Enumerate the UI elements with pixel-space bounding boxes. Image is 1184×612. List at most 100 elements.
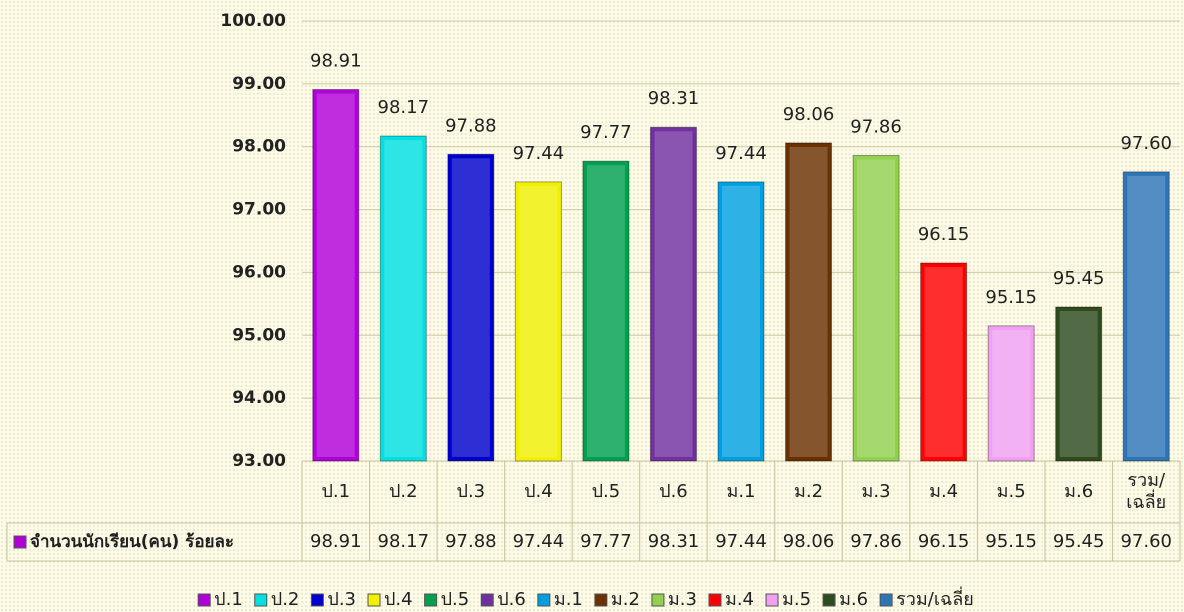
table-key bbox=[13, 535, 27, 549]
legend-swatch bbox=[765, 593, 779, 607]
bar bbox=[852, 155, 900, 462]
x-tick-label: ป.6 bbox=[659, 481, 688, 502]
table-series-name: จำนวนนักเรียน(คน) ร้อยละ bbox=[30, 531, 234, 552]
legend-label: ป.3 bbox=[327, 589, 356, 610]
x-tick-label: ป.2 bbox=[389, 481, 418, 502]
table-value: 97.60 bbox=[1120, 531, 1172, 552]
table-value: 97.86 bbox=[850, 531, 902, 552]
legend-label: รวม/เฉลี่ย bbox=[896, 586, 974, 610]
bar bbox=[379, 135, 427, 462]
bar-shine bbox=[722, 185, 760, 457]
legend-label: ป.6 bbox=[497, 589, 526, 610]
data-label: 97.77 bbox=[580, 122, 632, 143]
bar bbox=[649, 126, 697, 462]
table-value: 98.31 bbox=[648, 531, 700, 552]
table-value: 97.88 bbox=[445, 531, 497, 552]
table-value: 96.15 bbox=[918, 531, 970, 552]
bar bbox=[447, 153, 495, 462]
legend-label: ม.3 bbox=[668, 589, 697, 610]
legend-swatch bbox=[254, 593, 268, 607]
data-label: 95.15 bbox=[985, 287, 1037, 308]
bar-shine bbox=[857, 159, 896, 457]
bar-shine bbox=[654, 131, 693, 457]
data-label: 97.88 bbox=[445, 115, 497, 136]
legend-label: ป.2 bbox=[271, 589, 300, 610]
legend-swatch bbox=[367, 593, 381, 607]
legend-swatch bbox=[197, 593, 211, 607]
x-tick-label: ม.2 bbox=[794, 481, 823, 502]
bar-shine bbox=[316, 93, 355, 457]
legend-label: ป.4 bbox=[384, 589, 413, 610]
x-tick-label: ม.4 bbox=[929, 481, 958, 502]
y-tick-label: 99.00 bbox=[232, 74, 286, 94]
legend-swatch bbox=[310, 593, 324, 607]
bar-shine bbox=[1127, 175, 1166, 457]
bar bbox=[987, 325, 1035, 462]
y-tick-label: 98.00 bbox=[232, 137, 286, 157]
bar bbox=[785, 142, 833, 462]
bar-shine bbox=[789, 146, 828, 457]
x-tick-label: ม.1 bbox=[726, 481, 755, 502]
data-label: 95.45 bbox=[1053, 268, 1105, 289]
data-label: 98.17 bbox=[378, 97, 430, 118]
data-label: 98.91 bbox=[310, 51, 362, 72]
y-tick-label: 94.00 bbox=[232, 388, 286, 408]
bar-shine bbox=[384, 140, 423, 457]
legend-label: ม.4 bbox=[725, 589, 754, 610]
legend-swatch bbox=[424, 593, 438, 607]
legend-swatch bbox=[879, 593, 893, 607]
bar bbox=[1122, 171, 1170, 462]
data-label: 96.15 bbox=[918, 224, 970, 245]
table-value: 97.77 bbox=[580, 531, 632, 552]
legend-label: ม.1 bbox=[554, 589, 583, 610]
x-tick-label: ม.6 bbox=[1064, 481, 1093, 502]
data-label: 98.06 bbox=[783, 104, 835, 125]
legend-label: ม.6 bbox=[839, 589, 868, 610]
bar bbox=[1055, 306, 1103, 462]
bar-shine bbox=[924, 267, 963, 457]
bar-shine bbox=[1059, 311, 1098, 457]
data-label: 97.86 bbox=[850, 117, 902, 138]
x-tick-label: ม.5 bbox=[997, 481, 1026, 502]
bar bbox=[920, 262, 968, 462]
legend-label: ม.5 bbox=[782, 589, 811, 610]
table-value: 95.45 bbox=[1053, 531, 1105, 552]
table-value: 95.15 bbox=[985, 531, 1037, 552]
data-label: 98.31 bbox=[648, 88, 700, 109]
x-tick-label: รวม/เฉลี่ย bbox=[1126, 470, 1166, 513]
legend-label: ม.2 bbox=[611, 589, 640, 610]
table-value: 97.44 bbox=[715, 531, 767, 552]
table-value: 98.06 bbox=[783, 531, 835, 552]
legend-swatch bbox=[651, 593, 665, 607]
legend-swatch bbox=[822, 593, 836, 607]
x-tick-label: ป.4 bbox=[524, 481, 553, 502]
y-tick-label: 93.00 bbox=[232, 451, 286, 471]
legend-swatch bbox=[537, 593, 551, 607]
bar-shine bbox=[519, 185, 558, 457]
legend-swatch bbox=[480, 593, 494, 607]
x-tick-label: ป.5 bbox=[592, 481, 621, 502]
bar bbox=[312, 89, 360, 462]
y-tick-label: 97.00 bbox=[232, 200, 286, 220]
y-tick-label: 100.00 bbox=[220, 11, 286, 31]
bar-shine bbox=[586, 165, 625, 457]
y-tick-label: 96.00 bbox=[232, 262, 286, 282]
bar bbox=[582, 160, 630, 462]
x-tick-label: ป.3 bbox=[457, 481, 486, 502]
bar bbox=[514, 181, 562, 462]
table-value: 97.44 bbox=[513, 531, 565, 552]
data-label: 97.44 bbox=[513, 143, 565, 164]
x-tick-label: ม.3 bbox=[862, 481, 891, 502]
data-label: 97.60 bbox=[1120, 133, 1172, 154]
y-tick-label: 95.00 bbox=[232, 325, 286, 345]
table-value: 98.91 bbox=[310, 531, 362, 552]
x-tick-label: ป.1 bbox=[321, 481, 350, 502]
legend-swatch bbox=[708, 593, 722, 607]
legend-label: ป.1 bbox=[214, 589, 243, 610]
legend-swatch bbox=[594, 593, 608, 607]
data-label: 97.44 bbox=[715, 143, 767, 164]
bar bbox=[717, 181, 765, 462]
table-value: 98.17 bbox=[378, 531, 430, 552]
bar-shine bbox=[992, 329, 1031, 457]
